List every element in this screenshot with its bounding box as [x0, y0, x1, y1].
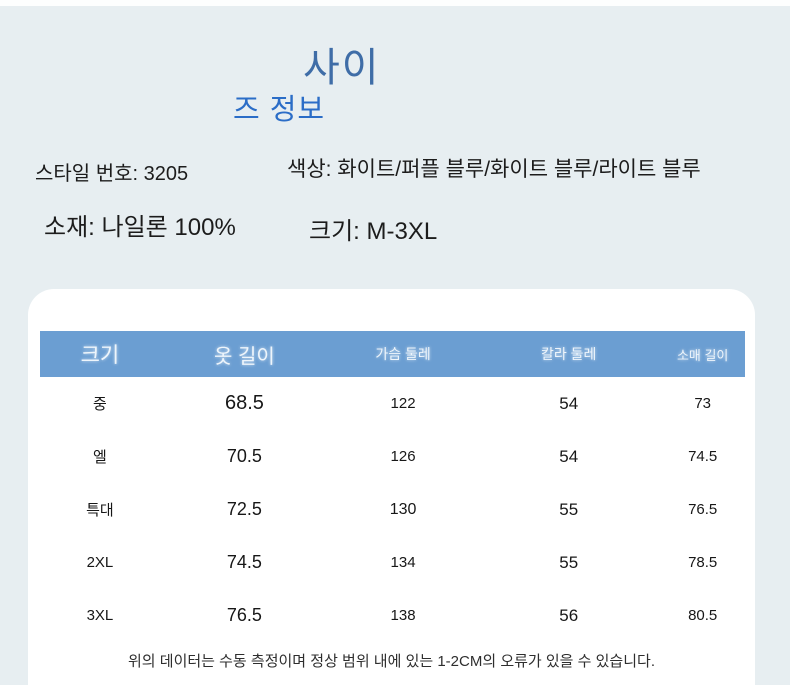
page-title-line1: 사이	[303, 46, 381, 90]
cell-size: 특대	[86, 502, 114, 519]
table-row: 중 68.5 122 54 73	[40, 377, 745, 430]
cell-garment-length: 76.5	[226, 605, 262, 625]
column-header-chest: 가슴 둘레	[375, 346, 431, 362]
table-row: 엘 70.5 126 54 74.5	[40, 430, 745, 483]
cell-collar: 54	[559, 446, 579, 466]
cell-garment-length: 70.5	[226, 446, 262, 466]
cell-sleeve: 80.5	[688, 607, 718, 624]
measurement-disclaimer-note: 위의 데이터는 수동 측정이며 정상 범위 내에 있는 1-2CM의 오류가 있…	[128, 653, 655, 670]
top-white-strip	[0, 0, 790, 6]
cell-sleeve: 74.5	[688, 448, 718, 465]
column-header-size: 크기	[80, 344, 120, 367]
cell-chest: 134	[390, 554, 416, 571]
table-row: 3XL 76.5 138 56 80.5	[40, 589, 745, 642]
cell-collar: 55	[559, 499, 579, 519]
cell-collar: 54	[559, 393, 579, 413]
cell-garment-length: 74.5	[226, 552, 262, 572]
page-title-line2: 즈 정보	[233, 94, 326, 126]
cell-chest: 138	[390, 607, 416, 624]
cell-collar: 55	[559, 552, 579, 572]
column-header-collar: 칼라 둘레	[541, 346, 597, 362]
cell-size: 2XL	[86, 554, 114, 571]
cell-size: 3XL	[86, 607, 114, 624]
cell-collar: 56	[559, 605, 579, 625]
cell-size: 중	[93, 396, 107, 413]
cell-sleeve: 78.5	[688, 554, 718, 571]
table-row: 2XL 74.5 134 55 78.5	[40, 536, 745, 589]
size-range-label: 크기: M-3XL	[309, 218, 438, 245]
table-header-row: 크기 옷 길이 가슴 둘레 칼라 둘레 소매 길이	[40, 331, 745, 377]
size-chart-table: 크기 옷 길이 가슴 둘레 칼라 둘레 소매 길이 중 68.5 122 54 …	[40, 331, 745, 642]
size-chart-card: 크기 옷 길이 가슴 둘레 칼라 둘레 소매 길이 중 68.5 122 54 …	[28, 289, 755, 685]
cell-garment-length: 68.5	[224, 392, 264, 414]
cell-chest: 126	[390, 448, 416, 465]
material-label: 소재: 나일론 100%	[44, 214, 236, 241]
table-row: 특대 72.5 130 55 76.5	[40, 483, 745, 536]
cell-chest: 122	[390, 395, 416, 412]
cell-sleeve: 76.5	[688, 501, 718, 518]
column-header-garment-length: 옷 길이	[214, 345, 275, 368]
cell-garment-length: 72.5	[226, 499, 262, 519]
color-options-label: 색상: 화이트/퍼플 블루/화이트 블루/라이트 블루	[287, 158, 701, 181]
cell-size: 엘	[93, 449, 107, 466]
cell-chest: 130	[389, 500, 417, 518]
column-header-sleeve: 소매 길이	[676, 347, 729, 363]
style-number-label: 스타일 번호: 3205	[35, 163, 189, 185]
cell-sleeve: 73	[694, 395, 712, 412]
